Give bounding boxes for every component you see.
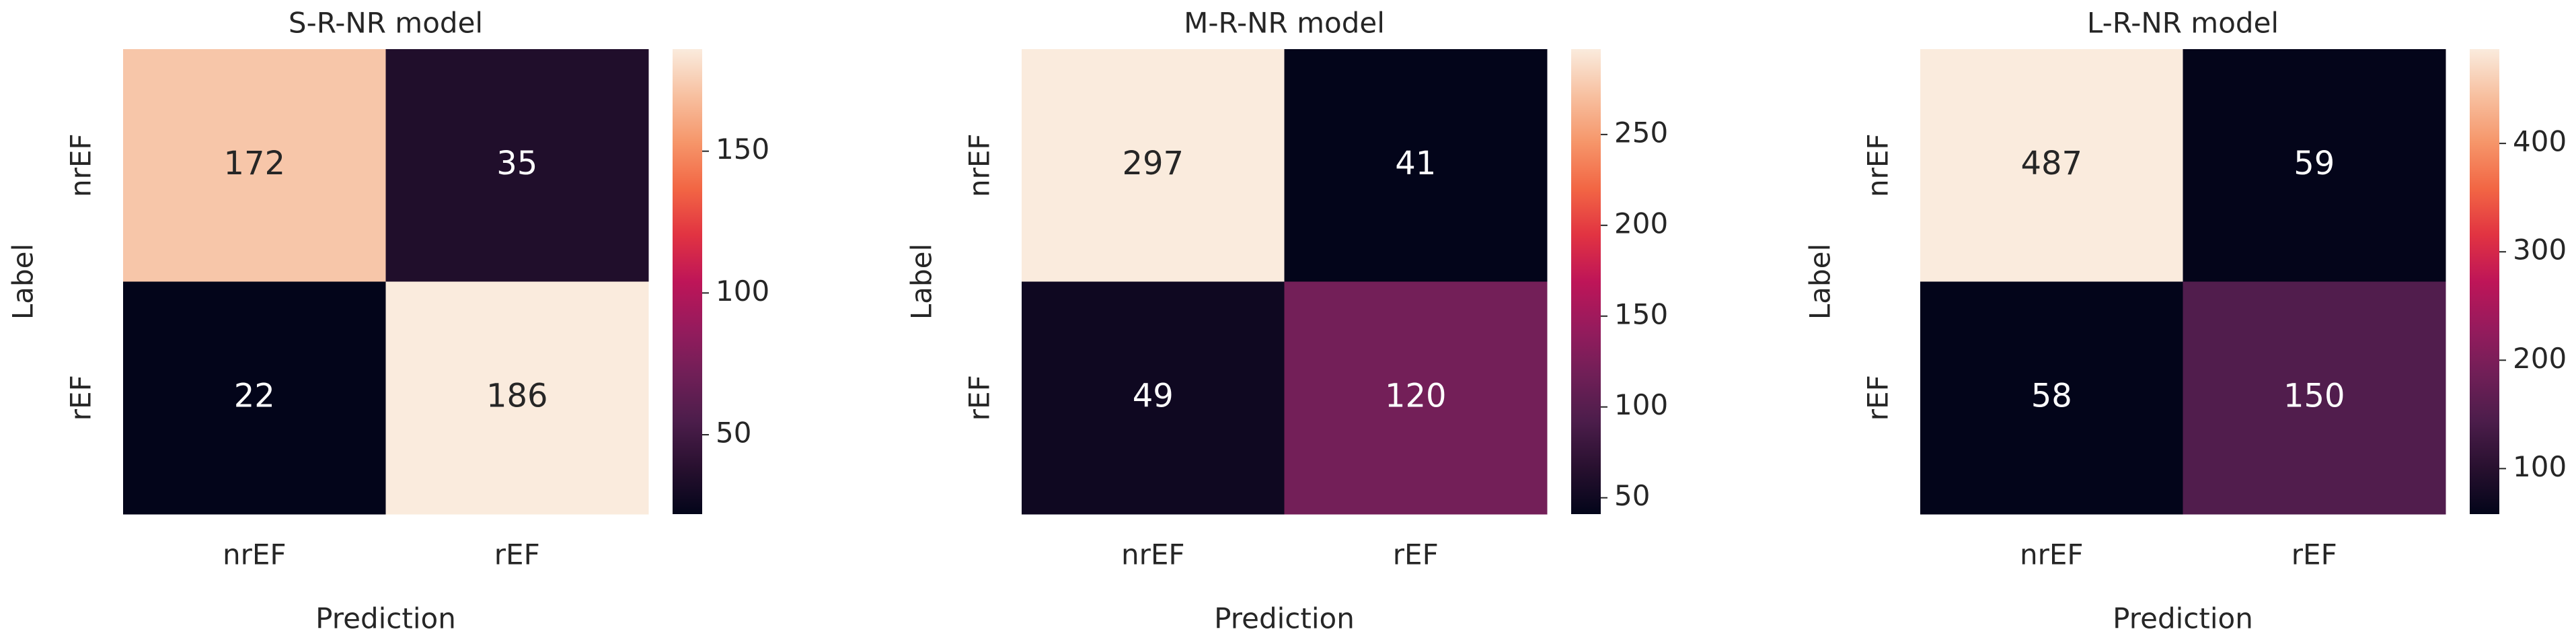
heatmap-cell: [1284, 49, 1548, 282]
cell-value: 59: [2294, 145, 2335, 182]
colorbar-tick-label: 50: [1614, 479, 1650, 512]
heatmap-cell: [2183, 49, 2446, 282]
y-axis-label: Label: [905, 244, 938, 320]
colorbar: [1571, 49, 1601, 514]
x-tick-label: rEF: [2291, 538, 2337, 571]
heatmap-cell: [123, 281, 386, 515]
x-axis-label: Prediction: [1214, 602, 1355, 635]
y-tick-label: nrEF: [65, 133, 98, 197]
y-tick-label: rEF: [963, 375, 996, 421]
chart-title: L-R-NR model: [2087, 7, 2279, 40]
colorbar-tick-label: 50: [716, 417, 751, 450]
y-tick-label: rEF: [65, 375, 98, 421]
x-tick-label: nrEF: [1121, 538, 1185, 571]
x-axis-label: Prediction: [315, 602, 456, 635]
colorbar: [673, 49, 702, 514]
x-tick-label: rEF: [494, 538, 540, 571]
cell-value: 150: [2283, 377, 2345, 415]
x-tick-label: nrEF: [223, 538, 287, 571]
heatmap-cell: [385, 281, 649, 515]
colorbar-tick-label: 100: [716, 275, 769, 308]
cell-value: 41: [1395, 145, 1436, 182]
cell-value: 35: [496, 145, 537, 182]
x-axis-label: Prediction: [2113, 602, 2253, 635]
heatmap-cell: [1920, 49, 2183, 282]
x-tick-label: rEF: [1393, 538, 1439, 571]
y-axis-label: Label: [7, 244, 40, 320]
cell-value: 120: [1385, 377, 1447, 415]
cell-value: 49: [1133, 377, 1174, 415]
cell-value: 297: [1122, 145, 1184, 182]
colorbar-tick-label: 200: [1614, 207, 1668, 240]
colorbar-tick-label: 150: [1614, 297, 1668, 330]
heatmap-cell: [1022, 281, 1285, 515]
heatmap-cell: [1022, 49, 1285, 282]
y-tick-label: rEF: [1862, 375, 1895, 421]
heatmap-cell: [2183, 281, 2446, 515]
colorbar-tick-label: 100: [2513, 450, 2567, 483]
cell-value: 487: [2020, 145, 2082, 182]
colorbar-tick-label: 200: [2513, 342, 2567, 375]
colorbar: [2470, 49, 2499, 514]
heatmap-cell: [1920, 281, 2183, 515]
cell-value: 58: [2031, 377, 2072, 415]
heatmap-cell: [385, 49, 649, 282]
cell-value: 172: [223, 145, 285, 182]
colorbar-tick-label: 400: [2513, 125, 2567, 158]
colorbar-tick-label: 100: [1614, 388, 1668, 421]
chart-title: S-R-NR model: [289, 7, 483, 40]
y-tick-label: nrEF: [1862, 133, 1895, 197]
chart-title: M-R-NR model: [1184, 7, 1385, 40]
y-axis-label: Label: [1804, 244, 1837, 320]
heatmap-cell: [123, 49, 386, 282]
y-tick-label: nrEF: [963, 133, 996, 197]
colorbar-tick-label: 150: [716, 133, 769, 166]
colorbar-tick-label: 250: [1614, 116, 1668, 149]
x-tick-label: nrEF: [2020, 538, 2084, 571]
heatmap-cell: [1284, 281, 1548, 515]
cell-value: 22: [234, 377, 275, 415]
cell-value: 186: [486, 377, 548, 415]
colorbar-tick-label: 300: [2513, 234, 2567, 266]
